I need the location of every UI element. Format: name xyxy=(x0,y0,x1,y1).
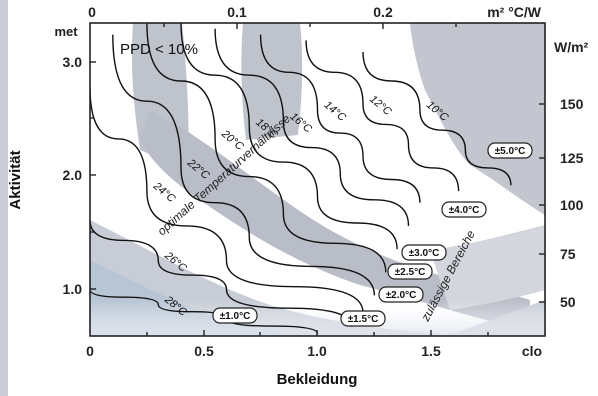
y-axis-right xyxy=(539,103,545,303)
x-tick-1.0: 1.0 xyxy=(307,343,327,359)
y-right-tick-50: 50 xyxy=(560,294,576,310)
x-axis-bottom xyxy=(146,330,489,336)
optimal-band xyxy=(140,110,530,330)
y-axis-title: Aktivität xyxy=(7,150,24,209)
y-tick-3.0: 3.0 xyxy=(63,54,83,70)
tolerance-badge-box xyxy=(340,310,386,327)
left-edge-strip xyxy=(0,0,8,396)
curve-12c xyxy=(305,40,460,192)
tolerance-badge: ±4.0°C xyxy=(441,201,487,218)
y-tick-2.0: 2.0 xyxy=(63,167,83,183)
tolerance-badge-box xyxy=(441,201,487,218)
curve-20c xyxy=(146,23,387,273)
curve-14c xyxy=(259,34,421,203)
curve-16c xyxy=(214,28,410,226)
tolerance-badge: ±3.0°C xyxy=(401,244,447,261)
y-unit-label: met xyxy=(54,24,78,39)
tolerance-badge: ±1.0°C xyxy=(212,307,258,324)
curve-28c xyxy=(90,289,319,334)
tolerance-badge-text: ±3.0°C xyxy=(409,248,440,259)
x-tick-0.5: 0.5 xyxy=(194,343,214,359)
y-right-unit-label: W/m² xyxy=(554,39,589,55)
tolerance-badge-text: ±2.5°C xyxy=(395,267,426,278)
temperature-curves xyxy=(90,23,512,334)
tolerance-badge-text: ±2.0°C xyxy=(386,290,417,301)
y-right-tick-150: 150 xyxy=(560,96,584,112)
tolerance-badge-text: ±1.5°C xyxy=(348,314,379,325)
y-right-tick-100: 100 xyxy=(560,197,584,213)
x-tick-0: 0 xyxy=(86,343,94,359)
tolerance-badge: ±2.5°C xyxy=(387,263,433,280)
curve-22c xyxy=(112,34,376,296)
band-upper-b xyxy=(241,23,303,140)
tolerance-badge-text: ±1.0°C xyxy=(220,311,251,322)
x-top-tick-0: 0 xyxy=(88,4,96,20)
tolerance-badge-text: ±4.0°C xyxy=(449,205,480,216)
upper-right-zone xyxy=(410,23,545,215)
curve-10c xyxy=(362,51,512,186)
x-tick-1.5: 1.5 xyxy=(421,343,441,359)
tolerance-badge-box xyxy=(487,142,533,159)
y-tick-1.0: 1.0 xyxy=(63,281,83,297)
y-axis-left xyxy=(90,61,96,290)
x-unit-label: clo xyxy=(522,343,542,359)
tolerance-badge-box xyxy=(378,286,424,303)
curve-26c xyxy=(90,220,353,327)
curve-24c xyxy=(90,86,364,313)
tolerance-badge-box xyxy=(387,263,433,280)
x-axis-title: Bekleidung xyxy=(277,371,358,388)
tolerance-badge: ±2.0°C xyxy=(378,286,424,303)
x-top-tick-0.1: 0.1 xyxy=(227,4,247,20)
tolerance-badge-box xyxy=(212,307,258,324)
y-right-tick-125: 125 xyxy=(560,150,584,166)
tolerance-badge-box xyxy=(401,244,447,261)
x-top-unit-label: m² °C/W xyxy=(487,4,542,20)
curve-18c xyxy=(180,23,398,250)
right-band xyxy=(430,225,545,310)
y-right-tick-75: 75 xyxy=(560,246,576,262)
tolerance-badge-text: ±5.0°C xyxy=(495,146,526,157)
x-axis-top xyxy=(163,23,457,29)
tolerance-badge: ±1.5°C xyxy=(340,310,386,327)
x-top-tick-0.2: 0.2 xyxy=(373,4,393,20)
ppd-label: PPD < 10% xyxy=(120,41,198,58)
tolerance-labels: ±1.0°C ±1.5°C ±2.0°C ±2.5°C ±3.0°C ±4.0°C ±5.0… xyxy=(212,142,533,327)
tolerance-badge: ±5.0°C xyxy=(487,142,533,159)
